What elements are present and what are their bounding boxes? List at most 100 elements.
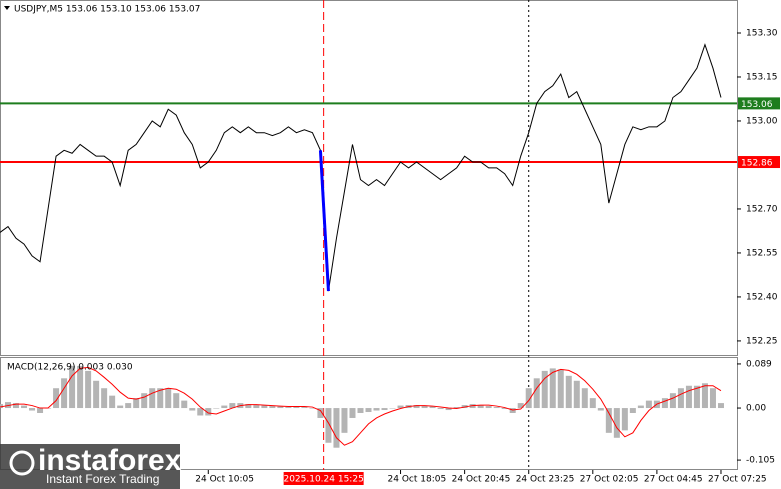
histogram-bar xyxy=(261,405,268,409)
histogram-bar xyxy=(541,370,548,409)
histogram-bar xyxy=(109,395,116,409)
price-line xyxy=(0,43,722,292)
histogram-bar xyxy=(77,365,84,409)
marker-label-box xyxy=(283,472,364,485)
histogram-bar xyxy=(445,408,452,411)
histogram-bar xyxy=(309,408,316,409)
histogram-bar xyxy=(477,405,484,409)
histogram-bar xyxy=(285,407,292,409)
x-tick-label: 27 Oct 04:45 xyxy=(644,475,703,485)
level-label-box xyxy=(738,156,780,169)
x-tick-label: 24 Oct 20:45 xyxy=(452,475,511,485)
histogram-bar xyxy=(533,378,540,409)
histogram-bar xyxy=(229,403,236,409)
histogram-bar xyxy=(221,405,228,409)
histogram-bar xyxy=(429,406,436,409)
histogram-bar xyxy=(189,408,196,411)
marker-label: 2025.10.24 15:25 xyxy=(283,475,363,485)
histogram-bar xyxy=(397,405,404,409)
y-tick-label: 152.55 xyxy=(746,248,778,258)
histogram-bar xyxy=(565,375,572,409)
histogram-bar xyxy=(413,405,420,409)
histogram-bar xyxy=(253,405,260,409)
y-tick-label: 153.15 xyxy=(746,72,778,82)
y-tick-label: 152.40 xyxy=(746,292,778,302)
histogram-bar xyxy=(581,388,588,409)
histogram-bar xyxy=(117,405,124,409)
histogram-bar xyxy=(517,403,524,409)
histogram-bar xyxy=(37,408,44,414)
histogram-bar xyxy=(701,383,708,409)
histogram-bar xyxy=(141,393,148,409)
y-tick-label: 153.00 xyxy=(746,116,778,126)
histogram-bar xyxy=(605,408,612,433)
chart-title: USDJPY,M5 153.06 153.10 153.06 153.07 xyxy=(14,5,200,15)
histogram-bar xyxy=(13,403,20,409)
y-tick-label: 152.70 xyxy=(746,204,778,214)
histogram-bar xyxy=(213,408,220,409)
x-tick-label: 24 Oct 23:25 xyxy=(516,475,575,485)
histogram-bar xyxy=(389,408,396,409)
title-icon xyxy=(4,6,10,10)
histogram-bar xyxy=(357,408,364,414)
histogram-bar xyxy=(501,408,508,410)
logo-tagline: Instant Forex Trading xyxy=(46,472,159,486)
histogram-bar xyxy=(93,380,100,409)
histogram-bar xyxy=(485,406,492,409)
histogram-bar xyxy=(597,408,604,411)
histogram-bar xyxy=(293,406,300,409)
histogram-bar xyxy=(325,408,332,443)
histogram-bar xyxy=(101,388,108,409)
price-panel xyxy=(0,0,738,356)
histogram-bar xyxy=(381,408,388,411)
histogram-bar xyxy=(645,400,652,409)
highlight-line xyxy=(318,150,330,292)
histogram-bar xyxy=(197,408,204,416)
histogram-bar xyxy=(69,365,76,409)
histogram-bar xyxy=(85,370,92,409)
y-tick-label: 0.00 xyxy=(746,404,766,414)
histogram-bar xyxy=(165,388,172,409)
histogram-bar xyxy=(693,385,700,409)
histogram-bar xyxy=(621,408,628,431)
level-label: 153.06 xyxy=(741,100,773,110)
histogram-bar xyxy=(341,408,348,433)
histogram-bar xyxy=(437,408,444,410)
histogram-bar xyxy=(685,385,692,409)
histogram-bar xyxy=(29,408,36,411)
histogram-bar xyxy=(133,398,140,409)
histogram-bar xyxy=(589,398,596,409)
histogram-bar xyxy=(205,408,212,416)
macd-title: MACD(12,26,9) 0.003 0.030 xyxy=(7,363,133,373)
histogram-bar xyxy=(317,408,324,418)
histogram-bar xyxy=(333,408,340,448)
histogram-bar xyxy=(53,388,60,409)
signal-line xyxy=(0,366,722,446)
histogram-bar xyxy=(573,380,580,409)
histogram-bar xyxy=(613,408,620,438)
level-label-box xyxy=(738,97,780,110)
histogram-bar xyxy=(301,407,308,409)
logo-name: instaforex xyxy=(38,444,182,477)
x-tick-label: 24 Oct 18:05 xyxy=(388,475,447,485)
histogram-bar xyxy=(61,378,68,409)
histogram-bar xyxy=(245,404,252,409)
histogram-bar xyxy=(677,388,684,409)
histogram-bar xyxy=(709,388,716,409)
histogram-bar xyxy=(21,405,28,409)
histogram-bar xyxy=(557,369,564,409)
histogram-bar xyxy=(453,407,460,409)
y-tick-label: 152.25 xyxy=(746,336,778,346)
histogram-bar xyxy=(277,406,284,409)
histogram-bar xyxy=(149,388,156,409)
histogram-bar xyxy=(269,406,276,409)
logo: instaforex Instant Forex Trading xyxy=(0,444,182,489)
histogram-bar xyxy=(629,408,636,414)
histogram-bar xyxy=(661,398,668,409)
histogram-bar xyxy=(365,408,372,413)
histogram-bar xyxy=(0,404,3,409)
x-tick-label: 27 Oct 07:25 xyxy=(708,475,767,485)
